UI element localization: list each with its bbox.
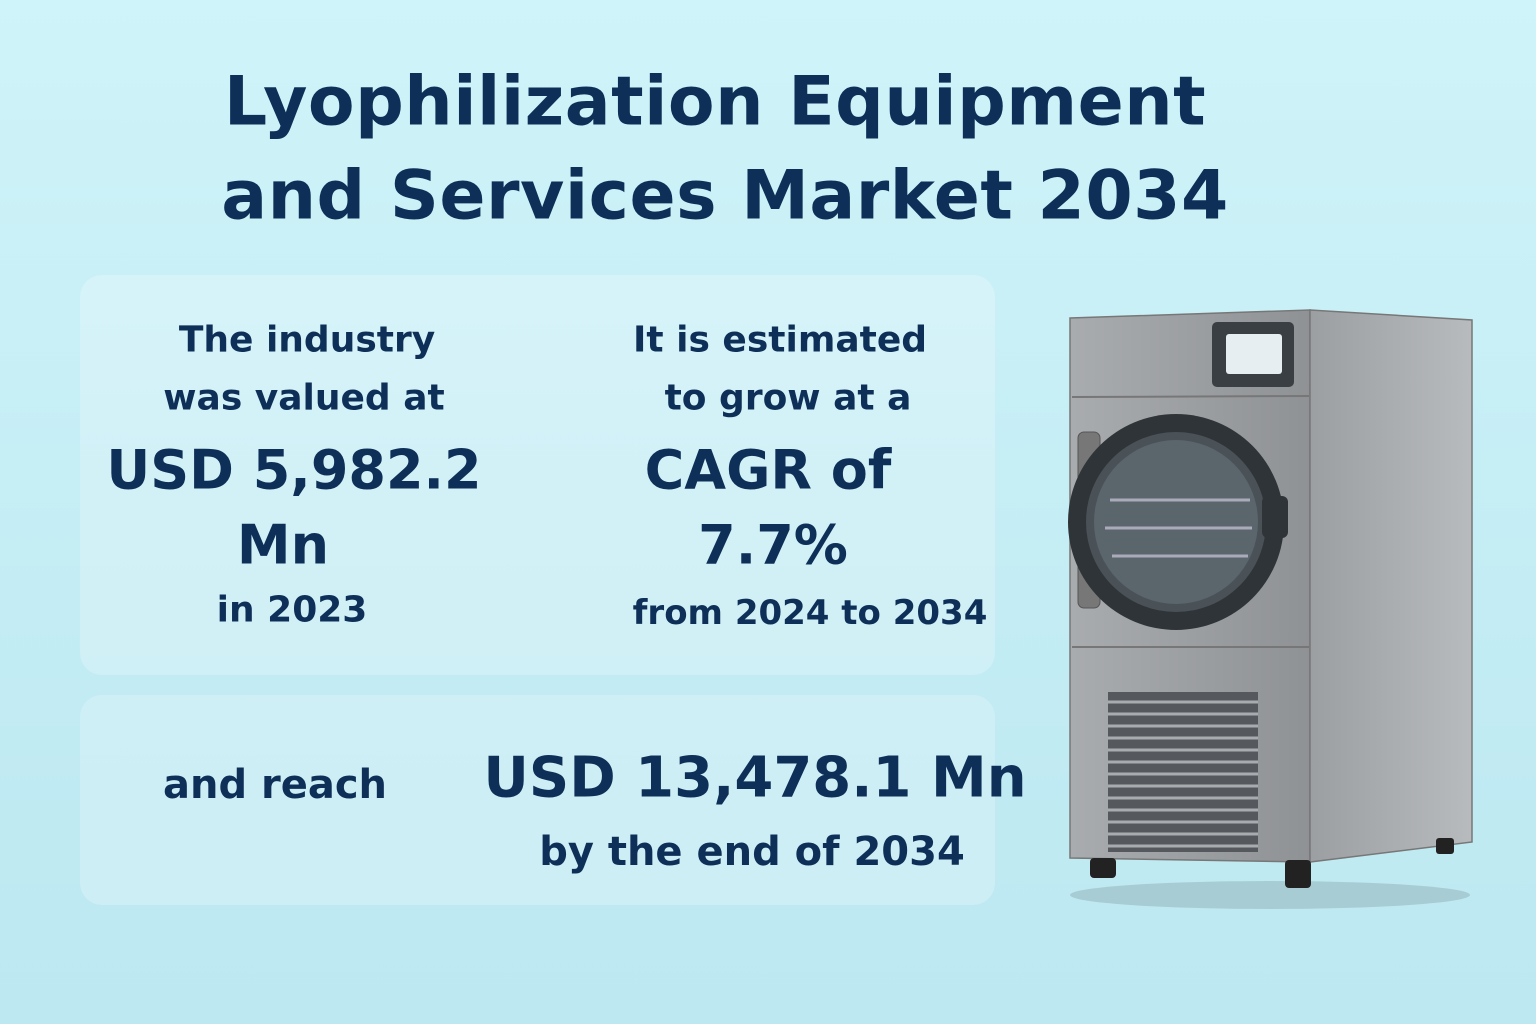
label: CAGR of — [644, 438, 892, 502]
text: from 2024 to 2034 — [632, 593, 988, 633]
value: USD 5,982.2 — [106, 438, 482, 502]
unit: Mn — [236, 513, 330, 577]
value: 7.7% — [698, 513, 848, 577]
title-line: Lyophilization Equipment — [223, 62, 1207, 142]
forecast-card — [80, 695, 995, 905]
text: It is estimated — [632, 319, 928, 361]
text: and reach — [162, 762, 388, 808]
value: USD 13,478.1 Mn — [483, 745, 1027, 811]
text: in 2023 — [216, 589, 368, 631]
text: to grow at a — [664, 377, 912, 419]
stats-card — [80, 275, 995, 675]
text: The industry — [178, 319, 436, 361]
text: by the end of 2034 — [539, 829, 965, 875]
title-line: and Services Market 2034 — [221, 156, 1229, 236]
text: was valued at — [163, 377, 445, 419]
freeze-dryer — [1068, 309, 1473, 909]
